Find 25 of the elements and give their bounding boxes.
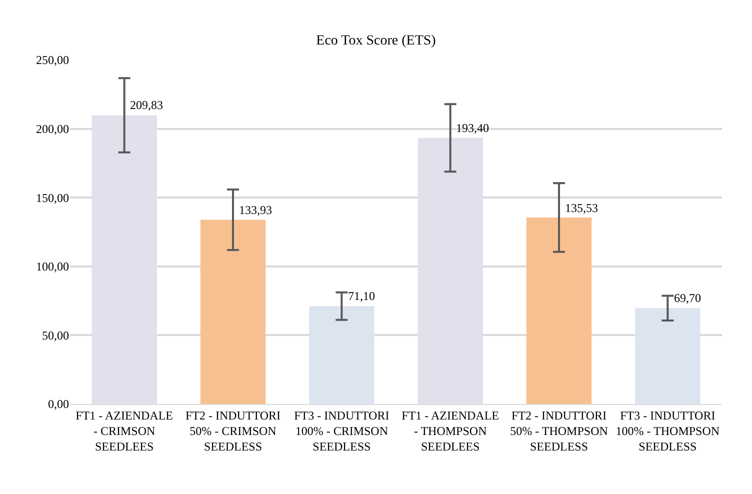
bar [635, 308, 700, 404]
data-label: 193,40 [456, 121, 489, 135]
data-label: 209,83 [130, 98, 163, 112]
data-label: 135,53 [565, 201, 598, 215]
y-tick-label: 150,00 [36, 190, 69, 205]
y-tick-label: 100,00 [36, 260, 69, 274]
y-tick-label: 250,00 [36, 53, 69, 68]
chart-title: Eco Tox Score (ETS) [316, 33, 436, 48]
x-tick-label: FT3 - INDUTTORI 100% - THOMPSON SEEDLESS [616, 408, 720, 454]
y-tick-label: 0,00 [48, 397, 69, 412]
bar [418, 138, 483, 404]
y-tick-label: 200,00 [36, 122, 69, 136]
x-tick-label: FT1 - AZIENDALE - CRIMSON SEEDLEES [76, 408, 173, 454]
x-tick-label: FT1 - AZIENDALE - THOMPSON SEEDLEES [402, 408, 499, 454]
y-tick-label: 50,00 [42, 328, 69, 342]
x-tick-label: FT3 - INDUTTORI 100% - CRIMSON SEEDLESS [294, 408, 390, 454]
bar [92, 115, 157, 404]
data-label: 71,10 [348, 289, 375, 303]
bar [200, 220, 266, 404]
bar [526, 218, 592, 404]
bar [309, 306, 374, 404]
x-tick-label: FT2 - INDUTTORI 50% - THOMPSON SEEDLESS [510, 408, 608, 454]
data-label: 69,70 [674, 291, 701, 305]
data-label: 133,93 [239, 203, 272, 217]
x-tick-label: FT2 - INDUTTORI 50% - CRIMSON SEEDLESS [185, 408, 281, 454]
